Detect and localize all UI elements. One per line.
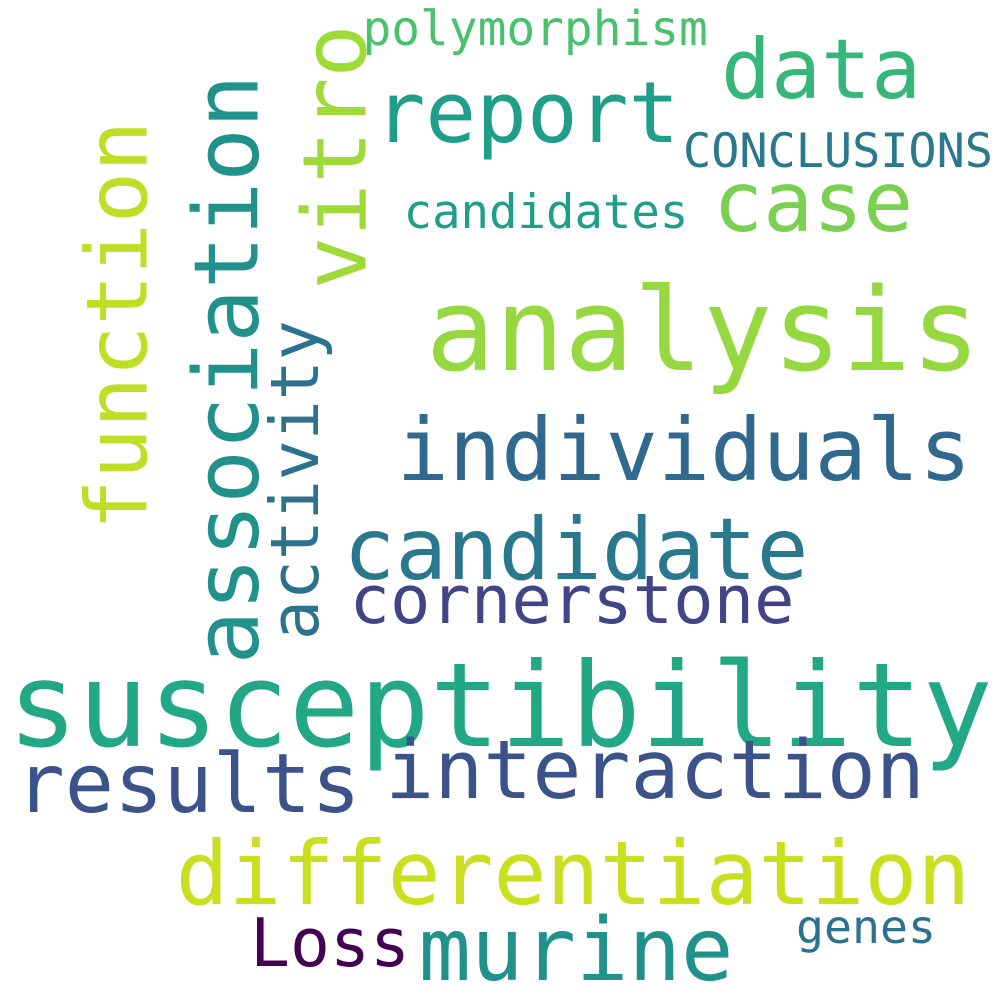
word-candidate: candidate [343, 500, 809, 601]
word-vitro: vitro [283, 24, 386, 290]
word-candidates: candidates [403, 185, 689, 241]
word-individuals: individuals [396, 399, 972, 501]
word-activity: activity [255, 320, 334, 640]
word-loss: Loss [250, 903, 410, 982]
word-results: results [15, 737, 361, 833]
word-genes: genes [796, 899, 936, 954]
word-susceptibility: susceptibility [7, 636, 993, 774]
word-function: function [68, 121, 168, 531]
word-report: report [374, 63, 680, 162]
word-murine: murine [418, 899, 734, 1000]
word-conclusions: CONCLUSIONS [683, 124, 993, 179]
word-cornerstone: cornerstone [349, 561, 795, 640]
word-differentiation: differentiation [175, 822, 971, 925]
word-interaction: interaction [385, 723, 925, 819]
word-case: case [713, 153, 914, 251]
word-analysis: analysis [425, 264, 981, 399]
word-polymorphism: polymorphism [362, 2, 708, 58]
word-data: data [721, 20, 922, 118]
